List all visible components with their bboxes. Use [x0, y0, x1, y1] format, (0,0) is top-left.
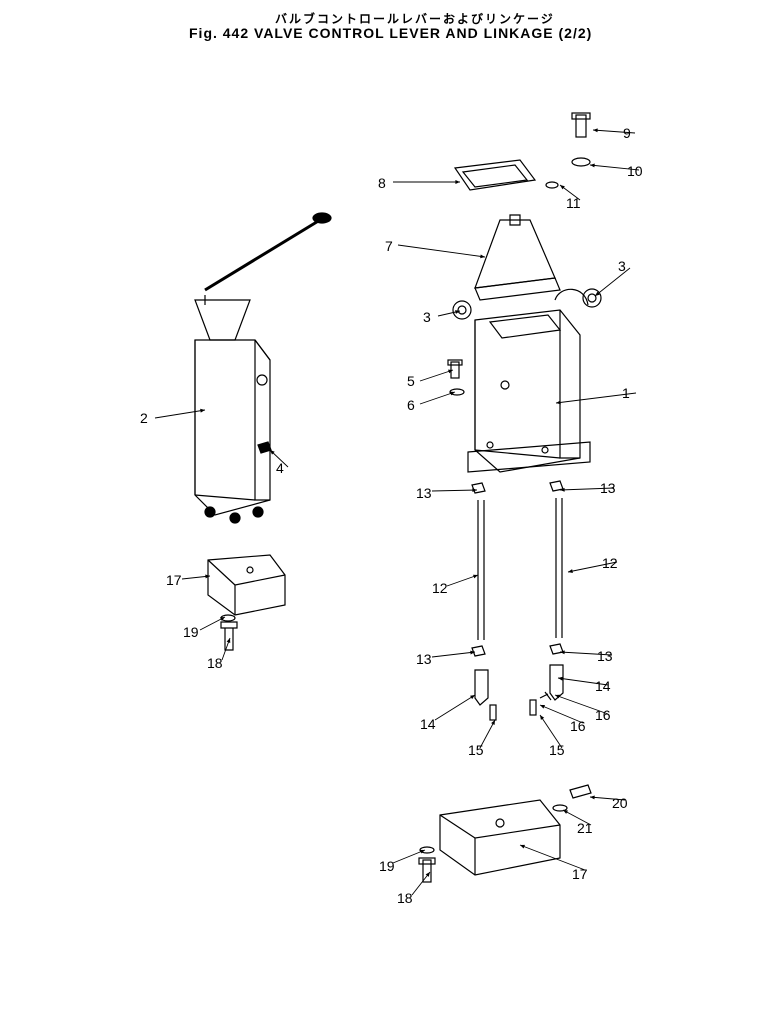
callout-19: 19 — [183, 624, 199, 640]
callout-17: 17 — [572, 866, 588, 882]
callout-15: 15 — [468, 742, 484, 758]
callout-5: 5 — [407, 373, 415, 389]
callout-8: 8 — [378, 175, 386, 191]
callout-20: 20 — [612, 795, 628, 811]
callout-16: 16 — [570, 718, 586, 734]
callout-19: 19 — [379, 858, 395, 874]
callout-21: 21 — [577, 820, 593, 836]
callout-14: 14 — [595, 678, 611, 694]
callout-9: 9 — [623, 125, 631, 141]
callout-13: 13 — [416, 651, 432, 667]
callout-1: 1 — [622, 385, 630, 401]
callout-11: 11 — [566, 195, 581, 211]
callout-17: 17 — [166, 572, 182, 588]
callout-18: 18 — [397, 890, 413, 906]
callout-10: 10 — [627, 163, 643, 179]
callout-3: 3 — [618, 258, 626, 274]
callout-4: 4 — [276, 460, 284, 476]
callout-15: 15 — [549, 742, 565, 758]
callout-12: 12 — [602, 555, 618, 571]
callout-18: 18 — [207, 655, 223, 671]
callout-7: 7 — [385, 238, 393, 254]
callout-12: 12 — [432, 580, 448, 596]
callout-6: 6 — [407, 397, 415, 413]
callout-3: 3 — [423, 309, 431, 325]
callout-2: 2 — [140, 410, 148, 426]
callout-13: 13 — [416, 485, 432, 501]
callout-13: 13 — [600, 480, 616, 496]
callout-13: 13 — [597, 648, 613, 664]
callout-16: 16 — [595, 707, 611, 723]
callout-14: 14 — [420, 716, 436, 732]
